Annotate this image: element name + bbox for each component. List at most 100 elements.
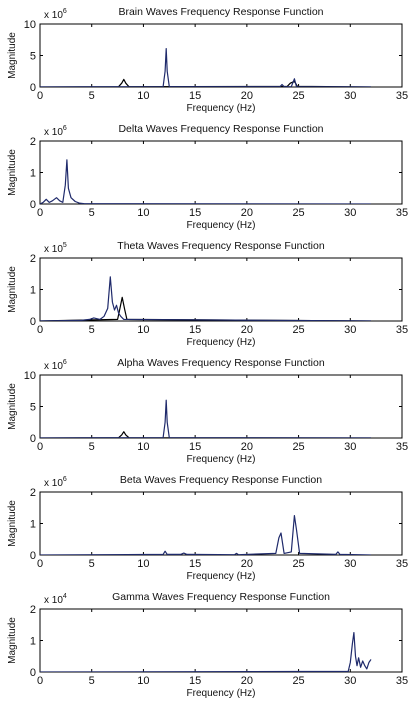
y-tick-label: 2 <box>30 253 36 265</box>
x-tick-label: 35 <box>396 441 408 453</box>
series-line-1 <box>40 431 372 438</box>
x-tick-label: 25 <box>292 207 304 219</box>
x-tick-label: 20 <box>241 558 253 570</box>
subplot-4: Alpha Waves Frequency Response Function x… <box>7 357 408 465</box>
y-tick-label: 0 <box>30 550 36 562</box>
series-line-1 <box>40 631 372 672</box>
series-line-1 <box>40 296 372 321</box>
y-tick-label: 10 <box>24 19 36 31</box>
chart-title: Theta Waves Frequency Response Function <box>117 240 325 252</box>
x-tick-label: 35 <box>396 90 408 102</box>
y-tick-label: 2 <box>30 136 36 148</box>
y-exponent-label: x 106 <box>44 125 67 138</box>
y-axis-label: Magnitude <box>7 149 18 196</box>
x-tick-label: 10 <box>137 675 149 687</box>
subplot-3: Theta Waves Frequency Response Function x… <box>7 240 408 348</box>
y-tick-label: 5 <box>30 51 36 63</box>
chart-title: Delta Waves Frequency Response Function <box>118 123 323 135</box>
axes-box <box>39 608 403 673</box>
axes-box <box>39 374 403 439</box>
x-axis-label: Frequency (Hz) <box>187 103 256 114</box>
axes-box <box>39 23 403 88</box>
x-tick-label: 10 <box>137 558 149 570</box>
subplot-1: Brain Waves Frequency Response Function x… <box>7 6 408 114</box>
x-tick-label: 10 <box>137 441 149 453</box>
x-tick-label: 35 <box>396 207 408 219</box>
subplot-5: Beta Waves Frequency Response Function x … <box>7 474 408 582</box>
axes-box <box>39 257 403 322</box>
y-tick-label: 0 <box>30 199 36 211</box>
x-tick-label: 5 <box>89 558 95 570</box>
x-tick-label: 0 <box>37 90 43 102</box>
subplot-2: Delta Waves Frequency Response Function x… <box>7 123 408 231</box>
x-tick-label: 30 <box>344 675 356 687</box>
x-tick-label: 5 <box>89 675 95 687</box>
x-tick-label: 10 <box>137 324 149 336</box>
y-tick-label: 0 <box>30 667 36 679</box>
x-tick-label: 5 <box>89 441 95 453</box>
x-tick-label: 0 <box>37 324 43 336</box>
series-line-2 <box>40 47 372 87</box>
y-tick-label: 0 <box>30 316 36 328</box>
x-tick-label: 20 <box>241 675 253 687</box>
x-tick-label: 15 <box>189 207 201 219</box>
chart-title: Brain Waves Frequency Response Function <box>118 6 323 18</box>
y-tick-label: 1 <box>30 519 36 531</box>
x-tick-label: 0 <box>37 207 43 219</box>
axes-box <box>39 491 403 556</box>
series-line-2 <box>40 276 372 321</box>
y-tick-label: 0 <box>30 82 36 94</box>
x-tick-label: 0 <box>37 558 43 570</box>
x-tick-label: 20 <box>241 90 253 102</box>
y-exponent-label: x 104 <box>44 593 67 606</box>
x-tick-label: 25 <box>292 675 304 687</box>
x-tick-label: 30 <box>344 324 356 336</box>
x-tick-label: 25 <box>292 441 304 453</box>
x-tick-label: 30 <box>344 90 356 102</box>
chart-title: Alpha Waves Frequency Response Function <box>117 357 325 369</box>
x-tick-label: 35 <box>396 324 408 336</box>
y-tick-label: 2 <box>30 487 36 499</box>
x-tick-label: 10 <box>137 90 149 102</box>
x-tick-label: 20 <box>241 324 253 336</box>
series-line-2 <box>40 399 372 438</box>
x-tick-label: 15 <box>189 441 201 453</box>
y-tick-label: 1 <box>30 168 36 180</box>
x-tick-label: 25 <box>292 558 304 570</box>
y-exponent-label: x 106 <box>44 359 67 372</box>
x-tick-label: 15 <box>189 558 201 570</box>
x-tick-label: 30 <box>344 558 356 570</box>
x-tick-label: 5 <box>89 90 95 102</box>
y-tick-label: 0 <box>30 433 36 445</box>
x-tick-label: 0 <box>37 675 43 687</box>
x-tick-label: 25 <box>292 324 304 336</box>
x-axis-label: Frequency (Hz) <box>187 220 256 231</box>
y-axis-label: Magnitude <box>7 383 18 430</box>
subplot-6: Gamma Waves Frequency Response Function x… <box>7 591 408 699</box>
x-tick-label: 10 <box>137 207 149 219</box>
series-line-1 <box>40 78 372 87</box>
x-tick-label: 30 <box>344 441 356 453</box>
y-exponent-label: x 105 <box>44 242 67 255</box>
x-axis-label: Frequency (Hz) <box>187 454 256 465</box>
series-line-1 <box>40 514 372 555</box>
x-tick-label: 15 <box>189 324 201 336</box>
x-tick-label: 5 <box>89 324 95 336</box>
y-exponent-label: x 106 <box>44 476 67 489</box>
x-tick-label: 15 <box>189 90 201 102</box>
y-tick-label: 10 <box>24 370 36 382</box>
chart-title: Gamma Waves Frequency Response Function <box>112 591 330 603</box>
y-exponent-label: x 106 <box>44 8 67 21</box>
x-tick-label: 35 <box>396 675 408 687</box>
y-tick-label: 5 <box>30 402 36 414</box>
x-tick-label: 5 <box>89 207 95 219</box>
x-tick-label: 25 <box>292 90 304 102</box>
x-axis-label: Frequency (Hz) <box>187 688 256 699</box>
y-tick-label: 2 <box>30 604 36 616</box>
x-tick-label: 20 <box>241 207 253 219</box>
x-tick-label: 0 <box>37 441 43 453</box>
y-axis-label: Magnitude <box>7 500 18 547</box>
chart-title: Beta Waves Frequency Response Function <box>120 474 322 486</box>
y-axis-label: Magnitude <box>7 32 18 79</box>
